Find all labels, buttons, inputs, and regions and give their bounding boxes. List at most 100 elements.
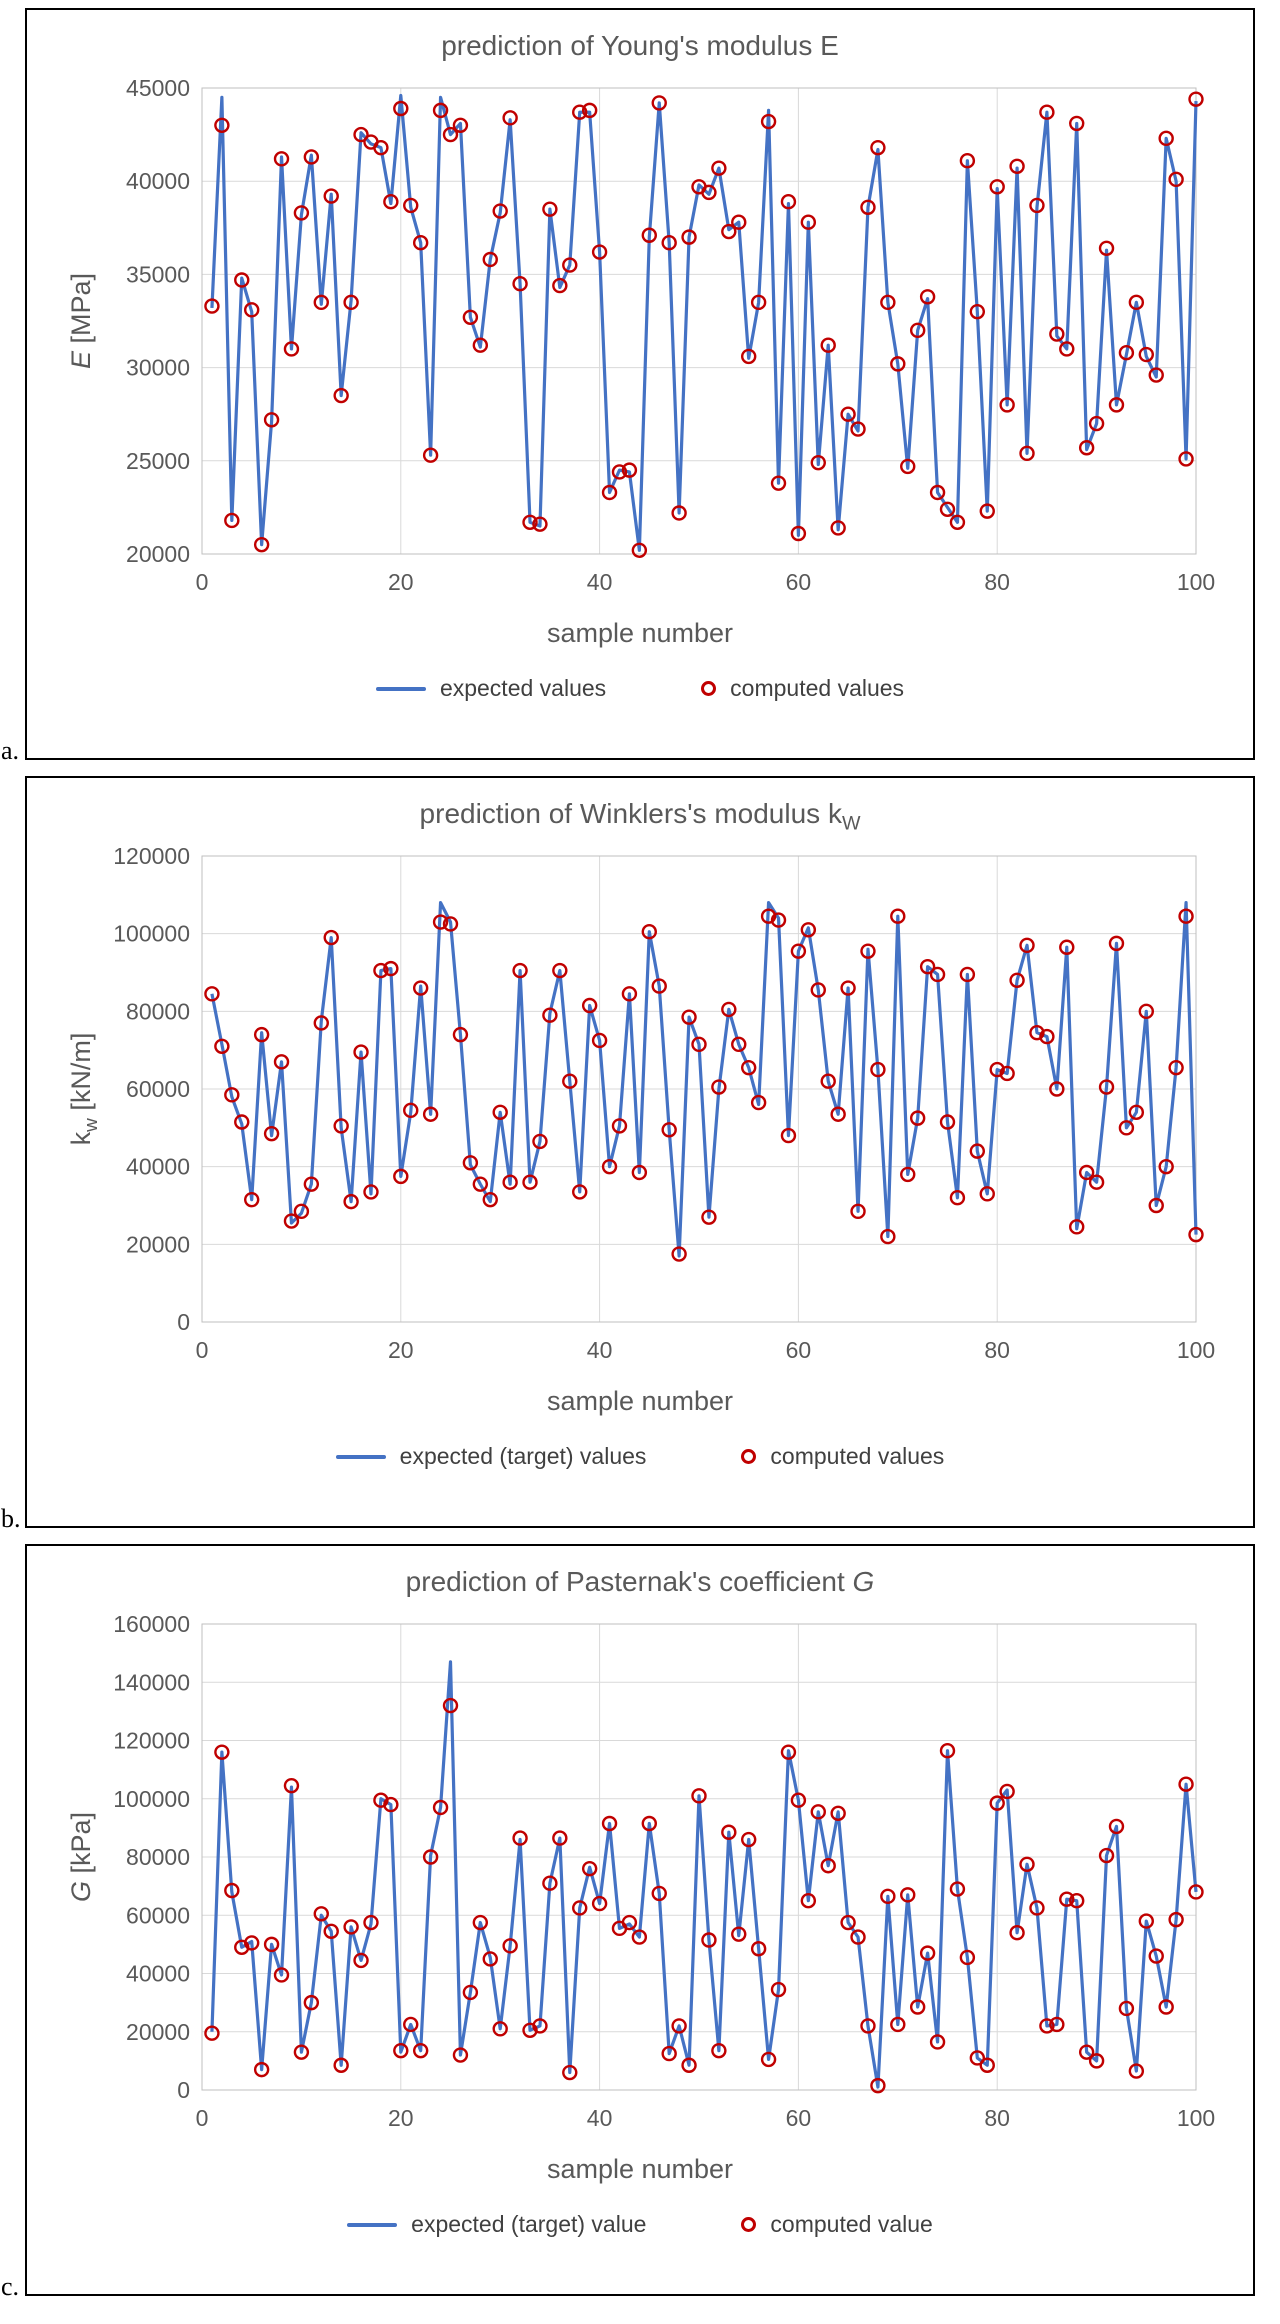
chart-title-text: prediction of Winklers's modulus k <box>419 798 842 829</box>
expected-line <box>210 900 1198 1258</box>
chart-legend-b: expected (target) values computed values <box>27 1443 1253 1470</box>
svg-text:100000: 100000 <box>113 921 190 947</box>
legend-item: expected (target) value <box>347 2211 646 2238</box>
svg-text:60000: 60000 <box>126 1902 190 1928</box>
computed-points <box>204 1697 1204 2094</box>
legend-line-swatch-icon <box>375 686 426 691</box>
x-axis-label-c: sample number <box>546 2154 734 2184</box>
legend-label: computed values <box>730 675 905 701</box>
tick-labels: 0 20000 40000 60000 80000 100000 120000 140000 1… <box>113 1611 1215 2131</box>
svg-text:0: 0 <box>196 1337 209 1363</box>
svg-text:20000: 20000 <box>126 2019 190 2045</box>
legend-item: expected values <box>375 675 607 702</box>
x-axis-label-a: sample number <box>546 618 734 648</box>
chart-title-text: prediction of Young's modulus E <box>441 30 839 61</box>
legend-label: expected values <box>439 675 607 701</box>
legend-label: expected (target) value <box>411 2211 647 2237</box>
chart-title-b: prediction of Winklers's modulus kW <box>27 794 1253 835</box>
svg-text:80000: 80000 <box>126 1844 190 1870</box>
legend-label: expected (target) values <box>399 1443 647 1469</box>
svg-text:25000: 25000 <box>126 448 190 474</box>
panel-letter-b: b. <box>1 1504 21 1533</box>
legend-line-swatch-icon <box>335 1454 386 1459</box>
computed-points <box>204 908 1204 1262</box>
x-axis-label-b: sample number <box>546 1386 734 1416</box>
chart-panel-a: prediction of Young's modulus E 20000 250… <box>25 8 1255 760</box>
figure-panel-c: prediction of Pasternak's coefficient G … <box>1 1544 1255 2301</box>
svg-text:20: 20 <box>388 1337 414 1363</box>
svg-text:80000: 80000 <box>126 998 190 1024</box>
panel-letter-a: a. <box>1 736 20 765</box>
svg-text:20000: 20000 <box>126 1231 190 1257</box>
legend-line-swatch-icon <box>347 2222 398 2227</box>
legend-label: computed value <box>770 2211 933 2237</box>
svg-text:100000: 100000 <box>113 1786 190 1812</box>
svg-text:40: 40 <box>587 1337 613 1363</box>
legend-label: computed values <box>770 1443 945 1469</box>
svg-text:0: 0 <box>177 2077 190 2103</box>
svg-text:60: 60 <box>786 569 812 595</box>
legend-circle-swatch-icon <box>701 681 717 696</box>
svg-text:35000: 35000 <box>126 261 190 287</box>
plot-border <box>201 87 1197 555</box>
chart-panel-c: prediction of Pasternak's coefficient G … <box>25 1544 1255 2296</box>
chart-title-a: prediction of Young's modulus E <box>27 26 1253 66</box>
legend-item: computed value <box>741 2211 933 2238</box>
svg-text:0: 0 <box>177 1309 190 1335</box>
svg-text:140000: 140000 <box>113 1669 190 1695</box>
legend-circle-swatch-icon <box>741 1449 757 1464</box>
chart-plot-b: 0 20000 40000 60000 80000 100000 120000 0 20 40 60… <box>66 843 1215 1363</box>
svg-text:120000: 120000 <box>113 1728 190 1754</box>
y-axis-label: G [kPa] <box>66 1812 96 1902</box>
chart-legend-a: expected values computed values <box>27 675 1253 702</box>
svg-text:100: 100 <box>1177 1337 1215 1363</box>
svg-text:100: 100 <box>1177 2105 1215 2131</box>
svg-text:40000: 40000 <box>126 1961 190 1987</box>
svg-text:80: 80 <box>984 2105 1010 2131</box>
legend-item: expected (target) values <box>335 1443 647 1470</box>
expected-line <box>210 1660 1198 2089</box>
svg-text:60000: 60000 <box>126 1076 190 1102</box>
svg-text:60: 60 <box>786 1337 812 1363</box>
gridlines <box>201 855 1197 1323</box>
svg-text:0: 0 <box>196 2105 209 2131</box>
svg-text:0: 0 <box>196 569 209 595</box>
svg-text:80: 80 <box>984 569 1010 595</box>
chart-panel-b: prediction of Winklers's modulus kW 0 200… <box>25 776 1255 1528</box>
svg-text:20: 20 <box>388 2105 414 2131</box>
plot-border <box>201 855 1197 1323</box>
chart-title-text: W <box>841 812 861 835</box>
svg-text:20: 20 <box>388 569 414 595</box>
tick-labels: 0 20000 40000 60000 80000 100000 120000 0 20 40 60… <box>113 843 1215 1363</box>
chart-plot-a: 20000 25000 30000 35000 40000 45000 0 20 40 60 80 1… <box>66 75 1215 595</box>
svg-text:160000: 160000 <box>113 1611 190 1637</box>
plot-border <box>201 1623 1197 2091</box>
expected-line <box>210 93 1198 552</box>
svg-text:60: 60 <box>786 2105 812 2131</box>
figure-panel-a: prediction of Young's modulus E 20000 250… <box>1 8 1255 765</box>
svg-text:30000: 30000 <box>126 355 190 381</box>
svg-text:40000: 40000 <box>126 1154 190 1180</box>
svg-text:80: 80 <box>984 1337 1010 1363</box>
chart-title-c: prediction of Pasternak's coefficient G <box>27 1562 1253 1602</box>
svg-text:120000: 120000 <box>113 843 190 869</box>
tick-labels: 20000 25000 30000 35000 40000 45000 0 20 40 60 80 1… <box>126 75 1215 595</box>
figure-panel-b: prediction of Winklers's modulus kW 0 200… <box>1 776 1255 1533</box>
y-axis-label: kw [kN/m] <box>66 1033 102 1146</box>
legend-item: computed values <box>701 675 904 702</box>
chart-title-text: prediction of Pasternak's coefficient <box>405 1566 853 1597</box>
svg-text:40: 40 <box>587 569 613 595</box>
chart-legend-c: expected (target) value computed value <box>27 2211 1253 2238</box>
svg-text:40: 40 <box>587 2105 613 2131</box>
svg-text:40000: 40000 <box>126 168 190 194</box>
chart-plot-c: 0 20000 40000 60000 80000 100000 120000 140000 1… <box>66 1611 1215 2131</box>
panel-letter-c: c. <box>1 2272 20 2301</box>
svg-text:20000: 20000 <box>126 541 190 567</box>
legend-circle-swatch-icon <box>741 2217 757 2232</box>
legend-item: computed values <box>741 1443 944 1470</box>
gridlines <box>201 87 1197 555</box>
svg-text:45000: 45000 <box>126 75 190 101</box>
chart-title-text: G <box>852 1566 875 1597</box>
svg-text:100: 100 <box>1177 569 1215 595</box>
y-axis-label: E [MPa] <box>66 273 96 369</box>
